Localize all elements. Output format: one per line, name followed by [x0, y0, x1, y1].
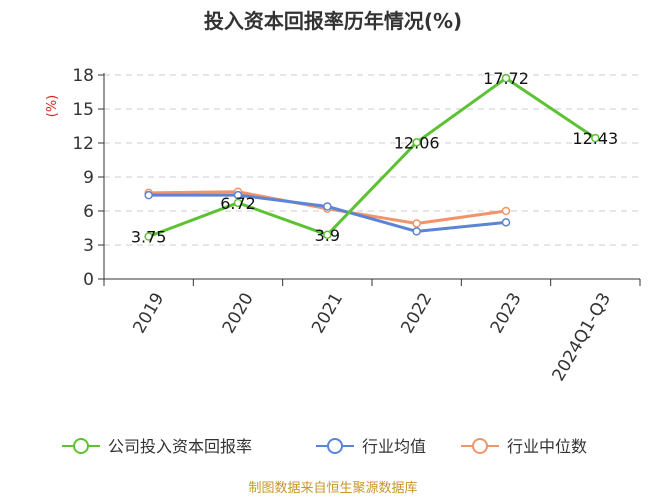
data-label: 17.72: [483, 69, 529, 88]
legend-item: 行业均值: [316, 437, 426, 456]
data-label: 6.72: [220, 194, 256, 213]
chart-title: 投入资本回报率历年情况(%): [204, 9, 462, 33]
x-tick-label: 2019: [129, 290, 168, 337]
y-axis-label: (%): [45, 95, 60, 118]
legend-marker: [472, 438, 488, 454]
data-point: [233, 198, 243, 208]
data-point: [323, 202, 332, 211]
data-point: [144, 190, 153, 200]
series-layer: [144, 73, 600, 241]
y-tick-label: 9: [83, 168, 94, 188]
y-tick-label: 3: [83, 236, 94, 256]
series-line-0: [148, 76, 597, 238]
legend-label: 公司投入资本回报率: [108, 437, 252, 456]
data-label: 12.06: [394, 133, 440, 152]
x-tick-label: 2021: [308, 290, 347, 337]
legend-label: 行业均值: [362, 437, 426, 456]
legend-item: 行业中位数: [461, 437, 587, 456]
source-note: 制图数据来自恒生聚源数据库: [248, 480, 417, 496]
data-point: [501, 218, 511, 227]
y-tick-label: 0: [83, 270, 94, 290]
y-tick-label: 12: [72, 134, 94, 154]
data-point: [412, 138, 421, 147]
x-tick-label: 2020: [219, 290, 258, 337]
y-tick-label: 18: [72, 66, 94, 86]
x-tick-label: 2024Q1-Q3: [549, 290, 616, 385]
data-point: [323, 230, 332, 240]
legend-item: 公司投入资本回报率: [62, 437, 252, 456]
legend-marker: [73, 438, 89, 454]
grid-lines: [104, 74, 640, 246]
axes: [98, 73, 641, 286]
y-tick-label: 15: [72, 100, 94, 120]
data-label: 3.75: [131, 228, 167, 247]
tick-labels: 0 3 6 9 12 15 18 2019 2020 2021 2022 2023 2024Q1-Q3: [72, 66, 615, 385]
data-point: [412, 219, 421, 228]
data-label: 12.43: [572, 129, 618, 148]
data-point: [501, 73, 511, 83]
legend-marker: [327, 438, 343, 454]
x-tick-label: 2023: [487, 290, 526, 337]
data-point: [591, 133, 600, 143]
x-tick-label: 2022: [397, 290, 436, 337]
legend-label: 行业中位数: [507, 437, 587, 456]
legend: 公司投入资本回报率 行业均值 行业中位数: [62, 437, 587, 456]
data-point: [412, 227, 421, 236]
data-label: 3.9: [315, 226, 340, 245]
data-point: [144, 232, 153, 241]
data-labels: 3.75 6.72 3.9 12.06 17.72 12.43: [131, 69, 618, 246]
y-tick-label: 6: [83, 202, 94, 222]
data-point: [501, 206, 511, 216]
